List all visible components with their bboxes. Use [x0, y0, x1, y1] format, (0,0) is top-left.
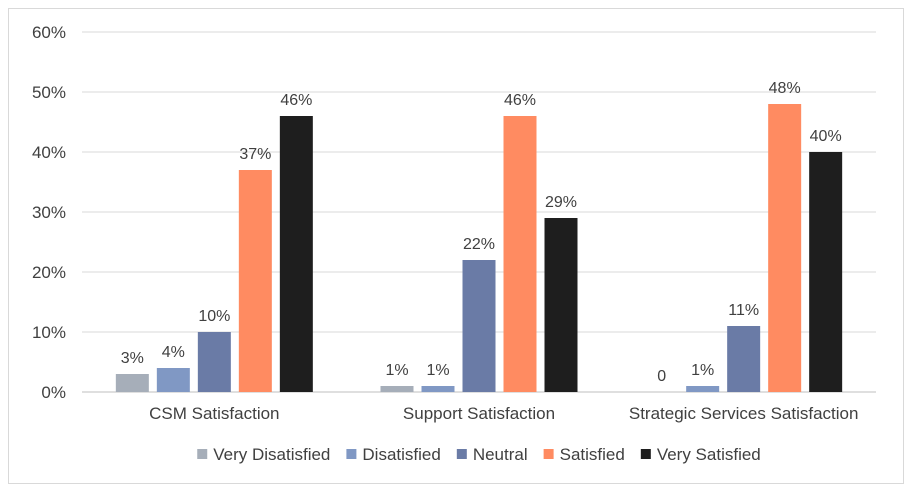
y-tick-label: 10% [32, 323, 66, 342]
bar [462, 260, 496, 392]
legend-label: Neutral [473, 445, 528, 464]
data-label: 3% [121, 350, 144, 367]
legend-label: Disatisfied [362, 445, 440, 464]
bar [544, 218, 578, 392]
bars [115, 104, 843, 392]
legend-label: Very Satisfied [657, 445, 761, 464]
y-tick-label: 20% [32, 263, 66, 282]
data-label: 29% [545, 194, 577, 211]
data-label: 1% [385, 362, 408, 379]
chart-frame [8, 8, 904, 484]
data-label: 10% [198, 308, 230, 325]
bar [380, 386, 414, 392]
data-label: 1% [426, 362, 449, 379]
x-tick-label: CSM Satisfaction [149, 404, 279, 423]
y-tick-label: 60% [32, 23, 66, 42]
legend-swatch [640, 449, 651, 459]
data-labels: 3% 4% 10% 37% 46% 1% 1% 22% 46% 29% 0 1% 11% 48% 40% [121, 80, 842, 385]
bar [768, 104, 802, 392]
bar [686, 386, 720, 392]
bar [503, 116, 537, 392]
data-label: 40% [810, 128, 842, 145]
legend-label: Very Disatisfied [213, 445, 330, 464]
y-tick-label: 30% [32, 203, 66, 222]
x-axis: CSM Satisfaction Support Satisfaction Stra… [149, 404, 858, 423]
bar [279, 116, 313, 392]
y-axis: 0% 10% 20% 30% 40% 50% 60% [32, 23, 66, 402]
y-tick-label: 40% [32, 143, 66, 162]
legend: Very Disatisfied Disatisfied Neutral Satisf… [197, 445, 761, 464]
legend-swatch [197, 449, 208, 459]
data-label: 1% [691, 362, 714, 379]
bar [727, 326, 761, 392]
bar [238, 170, 272, 392]
data-label: 46% [504, 92, 536, 109]
bar [197, 332, 231, 392]
bar [156, 368, 190, 392]
x-tick-label: Support Satisfaction [403, 404, 555, 423]
y-tick-label: 0% [41, 383, 66, 402]
bar [809, 152, 843, 392]
bar [115, 374, 149, 392]
data-label: 0 [657, 368, 666, 385]
x-tick-label: Strategic Services Satisfaction [629, 404, 859, 423]
data-label: 48% [769, 80, 801, 97]
data-label: 22% [463, 236, 495, 253]
legend-swatch [456, 449, 467, 459]
y-tick-label: 50% [32, 83, 66, 102]
legend-swatch [346, 449, 357, 459]
data-label: 4% [162, 344, 185, 361]
legend-label: Satisfied [560, 445, 625, 464]
data-label: 37% [239, 146, 271, 163]
data-label: 11% [728, 302, 759, 319]
legend-swatch [543, 449, 554, 459]
data-label: 46% [280, 92, 312, 109]
bar [421, 386, 455, 392]
